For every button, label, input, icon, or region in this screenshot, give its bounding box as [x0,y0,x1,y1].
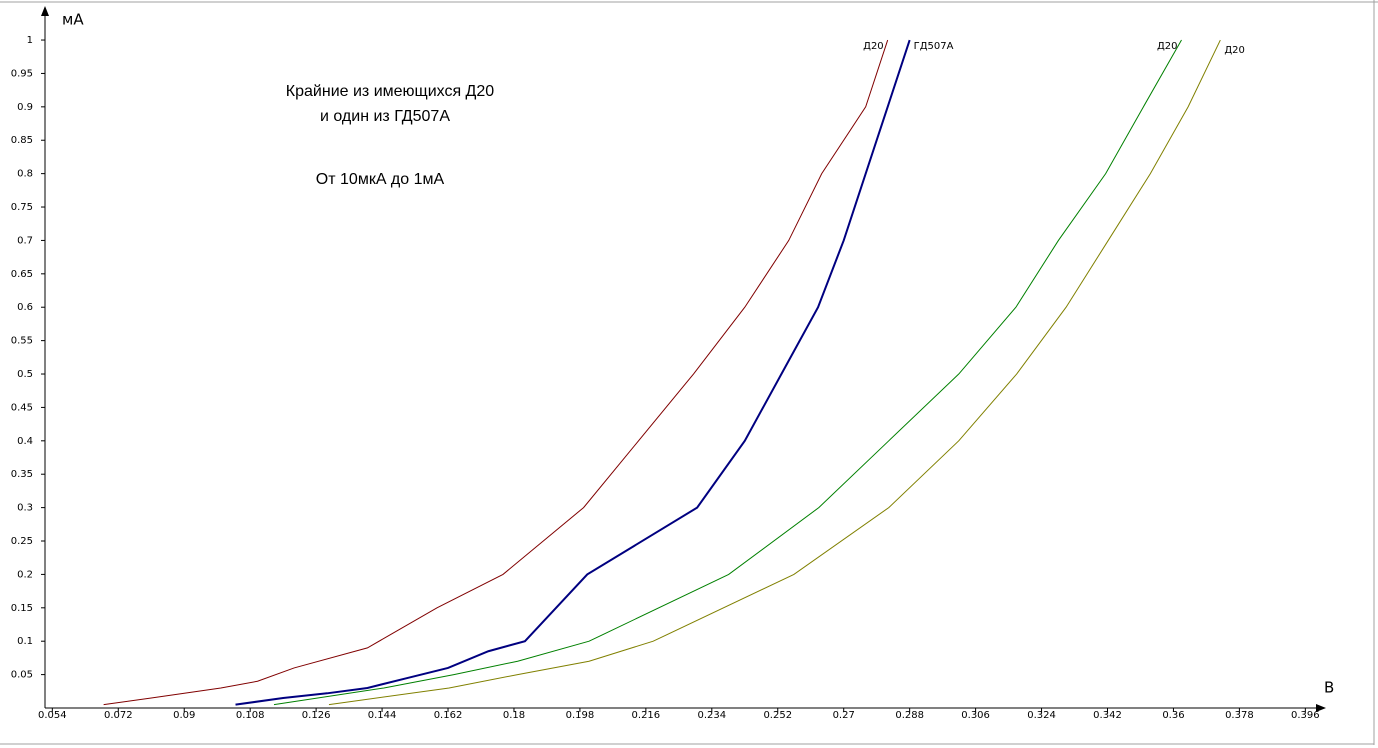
series-line [235,39,911,706]
x-tick-label: 0.27 [833,710,855,721]
series-line [273,39,1182,706]
series-label: Д20 [863,41,884,52]
y-tick-label: 0.25 [11,536,33,547]
y-tick-label: 0.75 [11,202,33,213]
annotation: и один из ГД507А [320,108,450,125]
y-tick-label: 0.55 [11,336,33,347]
x-tick-label: 0.18 [503,710,525,721]
y-axis-label: мА [62,11,84,29]
y-tick-label: 0.9 [17,102,33,113]
y-tick-label: 0.65 [11,269,33,280]
y-tick-label: 0.45 [11,402,33,413]
x-axis-arrow [1316,704,1326,712]
y-tick-label: 0.7 [17,235,33,246]
x-tick-label: 0.198 [566,710,595,721]
series-line [328,39,1221,706]
series-label: Д20 [1224,45,1245,56]
x-tick-label: 0.216 [632,710,661,721]
y-tick-label: 0.35 [11,469,33,480]
y-tick-label: 0.8 [17,169,33,180]
y-tick-label: 0.1 [17,636,33,647]
x-tick-label: 0.126 [302,710,331,721]
y-axis-arrow [41,6,49,16]
series-label: ГД507А [914,41,954,52]
y-tick-label: 0.85 [11,135,33,146]
x-tick-label: 0.108 [236,710,265,721]
x-tick-label: 0.288 [895,710,924,721]
y-tick-label: 0.15 [11,603,33,614]
y-tick-label: 0.2 [17,569,33,580]
series-label: Д20 [1157,41,1178,52]
annotation: Крайние из имеющихся Д20 [286,83,494,100]
x-tick-label: 0.396 [1291,710,1320,721]
x-tick-label: 0.234 [697,710,726,721]
x-axis-label: В [1324,679,1334,697]
y-tick-label: 0.5 [17,369,33,380]
y-tick-label: 0.6 [17,302,33,313]
y-tick-label: 0.05 [11,670,33,681]
y-tick-label: 0.3 [17,503,33,514]
x-tick-label: 0.342 [1093,710,1122,721]
y-tick-label: 1 [27,35,33,46]
series-line [103,39,889,706]
x-tick-label: 0.054 [38,710,67,721]
x-tick-label: 0.306 [961,710,990,721]
x-tick-label: 0.378 [1225,710,1254,721]
x-tick-label: 0.36 [1162,710,1184,721]
x-tick-label: 0.324 [1027,710,1056,721]
x-tick-label: 0.144 [368,710,397,721]
y-tick-label: 0.4 [17,436,33,447]
x-tick-label: 0.162 [434,710,463,721]
annotation: От 10мкА до 1мА [316,171,445,188]
x-tick-label: 0.072 [104,710,133,721]
x-tick-label: 0.252 [763,710,792,721]
x-tick-label: 0.09 [173,710,195,721]
y-tick-label: 0.95 [11,68,33,79]
